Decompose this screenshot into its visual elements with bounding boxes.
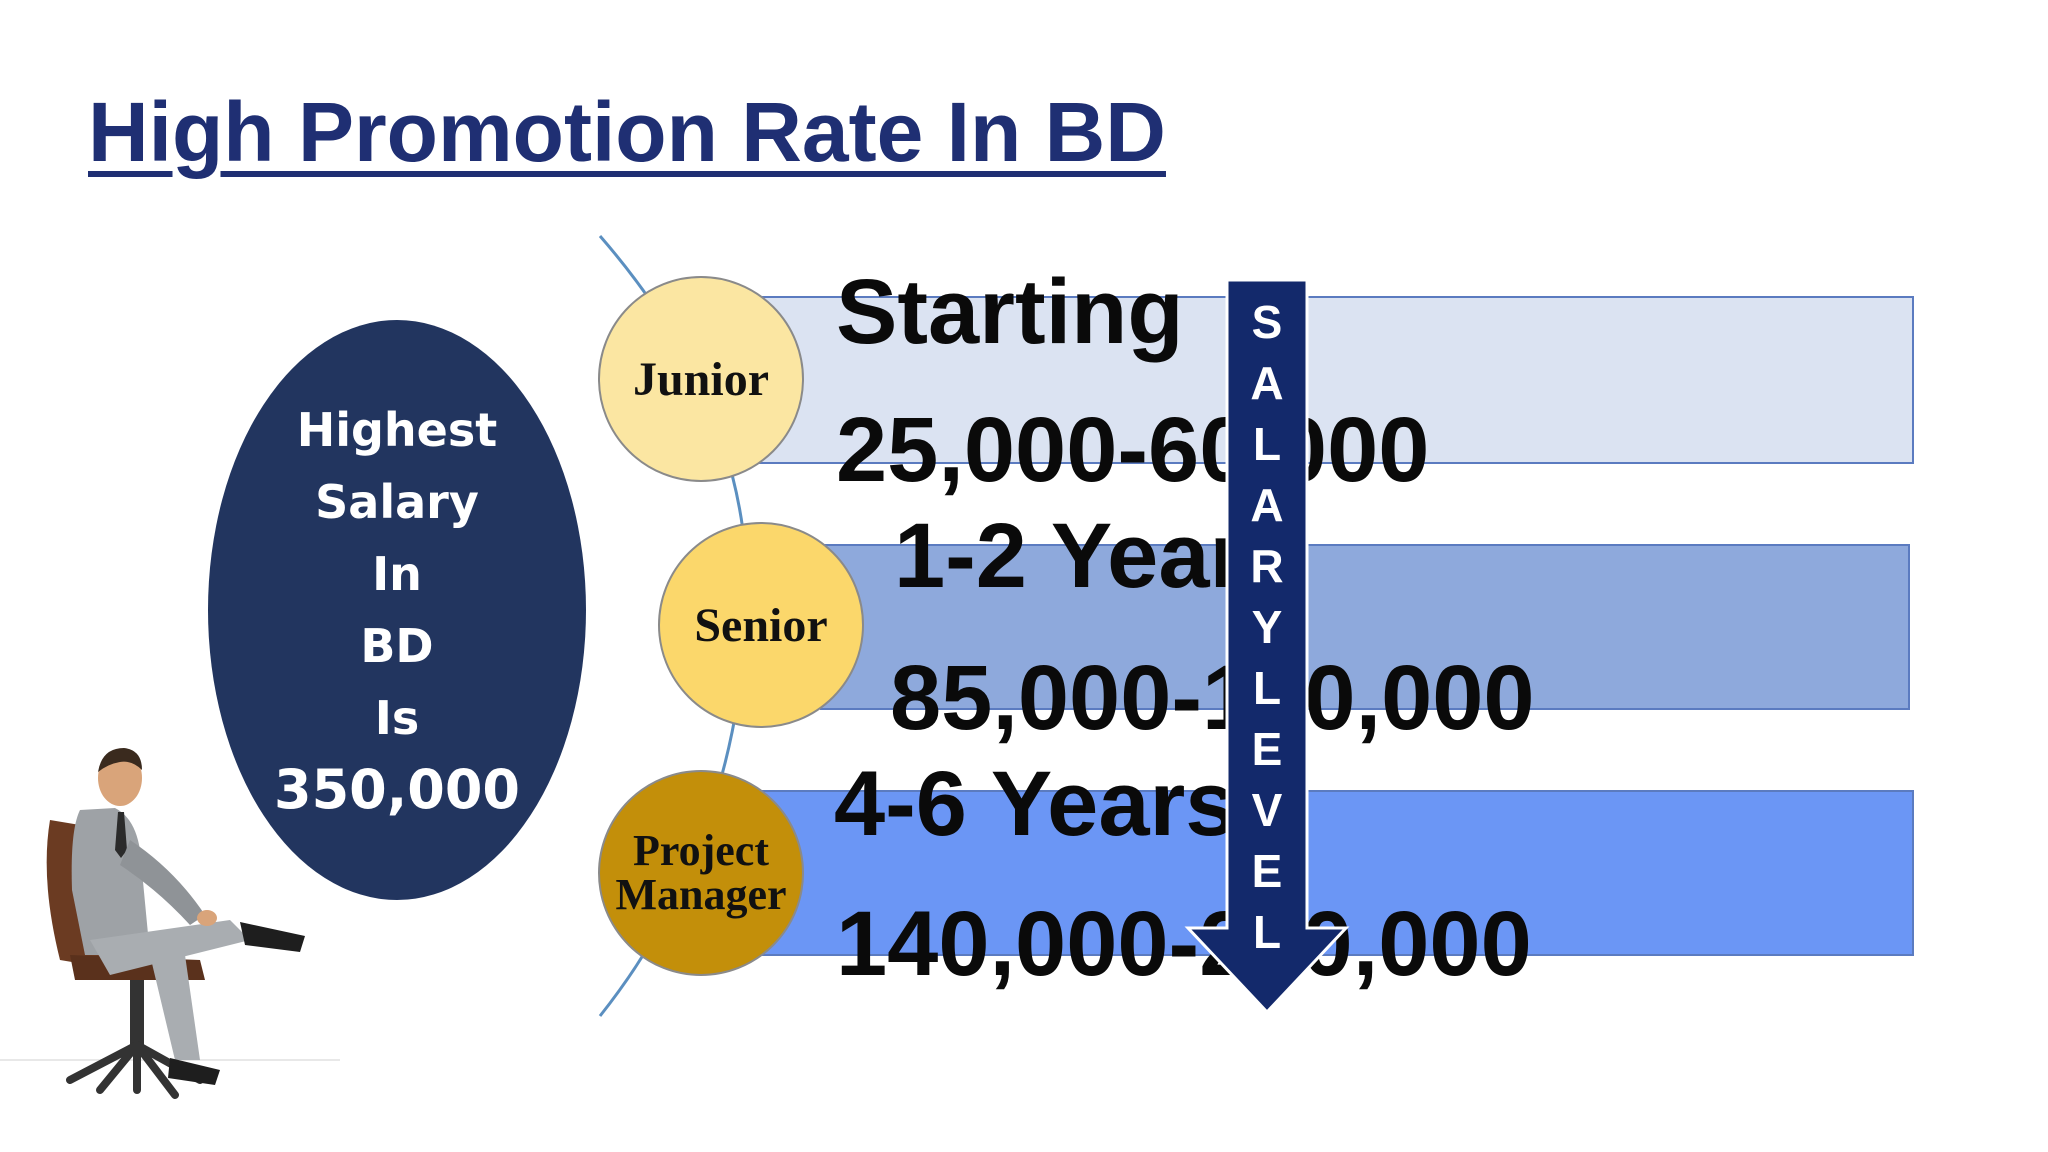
arrow-letter: S	[1251, 296, 1283, 348]
arrow-letter: V	[1251, 784, 1283, 836]
arrow-letter: E	[1251, 723, 1283, 775]
salary-junior: 25,000-60,000	[836, 399, 1430, 501]
level-band-senior	[820, 544, 1910, 710]
arrow-letter: L	[1252, 418, 1282, 470]
oval-line-3: In	[372, 547, 422, 601]
arrow-letter: L	[1252, 662, 1282, 714]
arrow-letter: Y	[1251, 601, 1283, 653]
salary-manager: 140,000-200,000	[836, 893, 1532, 995]
oval-line-5: Is	[374, 691, 420, 745]
role-circle-senior: Senior	[658, 522, 864, 728]
salary-senior: 85,000-120,000	[890, 647, 1535, 749]
highest-salary-oval: Highest Salary In BD Is 350,000	[208, 320, 586, 900]
oval-line-4: BD	[360, 619, 434, 673]
slide-title: High Promotion Rate In BD	[88, 85, 1166, 179]
oval-line-6: 350,000	[274, 758, 520, 821]
salary-level-letters: S A L A R Y L E V E L	[1226, 292, 1308, 963]
role-circle-junior: Junior	[598, 276, 804, 482]
role-label-senior: Senior	[694, 598, 828, 652]
arrow-letter: L	[1252, 906, 1282, 958]
heading-starting: Starting	[836, 261, 1184, 363]
role-label-manager: Manager	[615, 870, 787, 919]
arrow-letter: E	[1251, 845, 1283, 897]
role-label-junior: Junior	[632, 352, 770, 406]
heading-manager-years: 4-6 Years	[834, 753, 1237, 855]
seated-businessman-image	[0, 748, 340, 1099]
oval-line-1: Highest	[296, 403, 498, 457]
role-circle-project-manager: Project Manager	[598, 770, 804, 976]
arrow-letter: A	[1250, 357, 1284, 409]
oval-line-2: Salary	[315, 475, 479, 529]
arrow-letter: A	[1250, 479, 1284, 531]
arrow-letter: R	[1250, 540, 1284, 592]
role-label-project: Project	[633, 826, 769, 875]
